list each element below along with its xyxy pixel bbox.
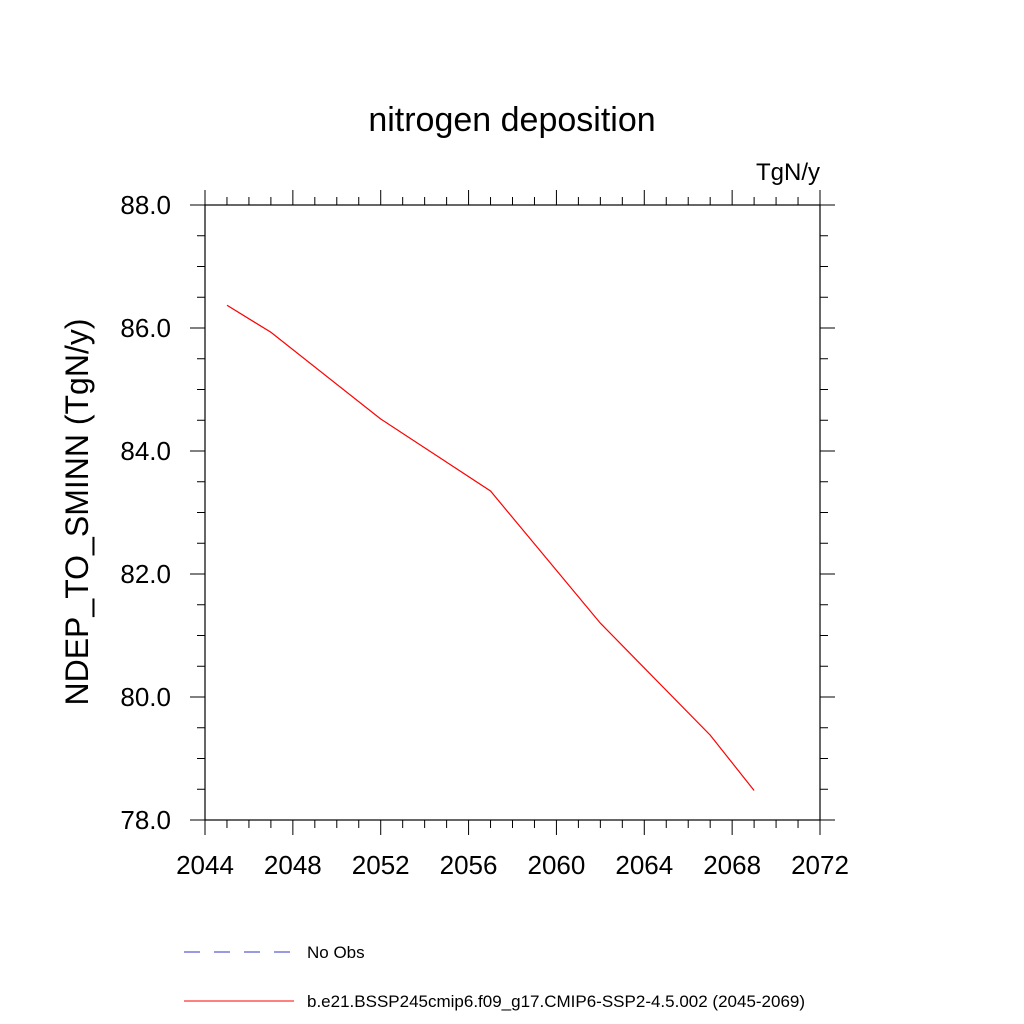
series-layer [226, 304, 755, 791]
legend-label: b.e21.BSSP245cmip6.f09_g17.CMIP6-SSP2-4.… [307, 992, 805, 1011]
chart-title: nitrogen deposition [368, 101, 655, 139]
y-tick-label: 84.0 [120, 436, 171, 466]
x-tick-label: 2072 [791, 850, 849, 880]
y-tick-label: 86.0 [120, 313, 171, 343]
x-tick-label: 2056 [440, 850, 498, 880]
units-label: TgN/y [756, 159, 820, 186]
x-tick-label: 2060 [528, 850, 586, 880]
x-tick-label: 2052 [352, 850, 410, 880]
legend: No Obs b.e21.BSSP245cmip6.f09_g17.CMIP6-S… [184, 943, 805, 1011]
legend-label: No Obs [307, 943, 365, 962]
y-tick-label: 82.0 [120, 559, 171, 589]
axis-ticks: 2044 2048 2052 2056 2060 2064 2068 2072 78.0 80.0… [120, 190, 849, 880]
x-tick-label: 2044 [176, 850, 234, 880]
y-tick-label: 78.0 [120, 805, 171, 835]
series-line [226, 304, 755, 791]
y-tick-label: 80.0 [120, 682, 171, 712]
plot-frame [204, 204, 821, 821]
y-tick-label: 88.0 [120, 190, 171, 220]
y-axis-label: NDEP_TO_SMINN (TgN/y) [59, 318, 95, 705]
x-tick-label: 2068 [703, 850, 761, 880]
x-tick-label: 2064 [615, 850, 673, 880]
x-tick-label: 2048 [264, 850, 322, 880]
